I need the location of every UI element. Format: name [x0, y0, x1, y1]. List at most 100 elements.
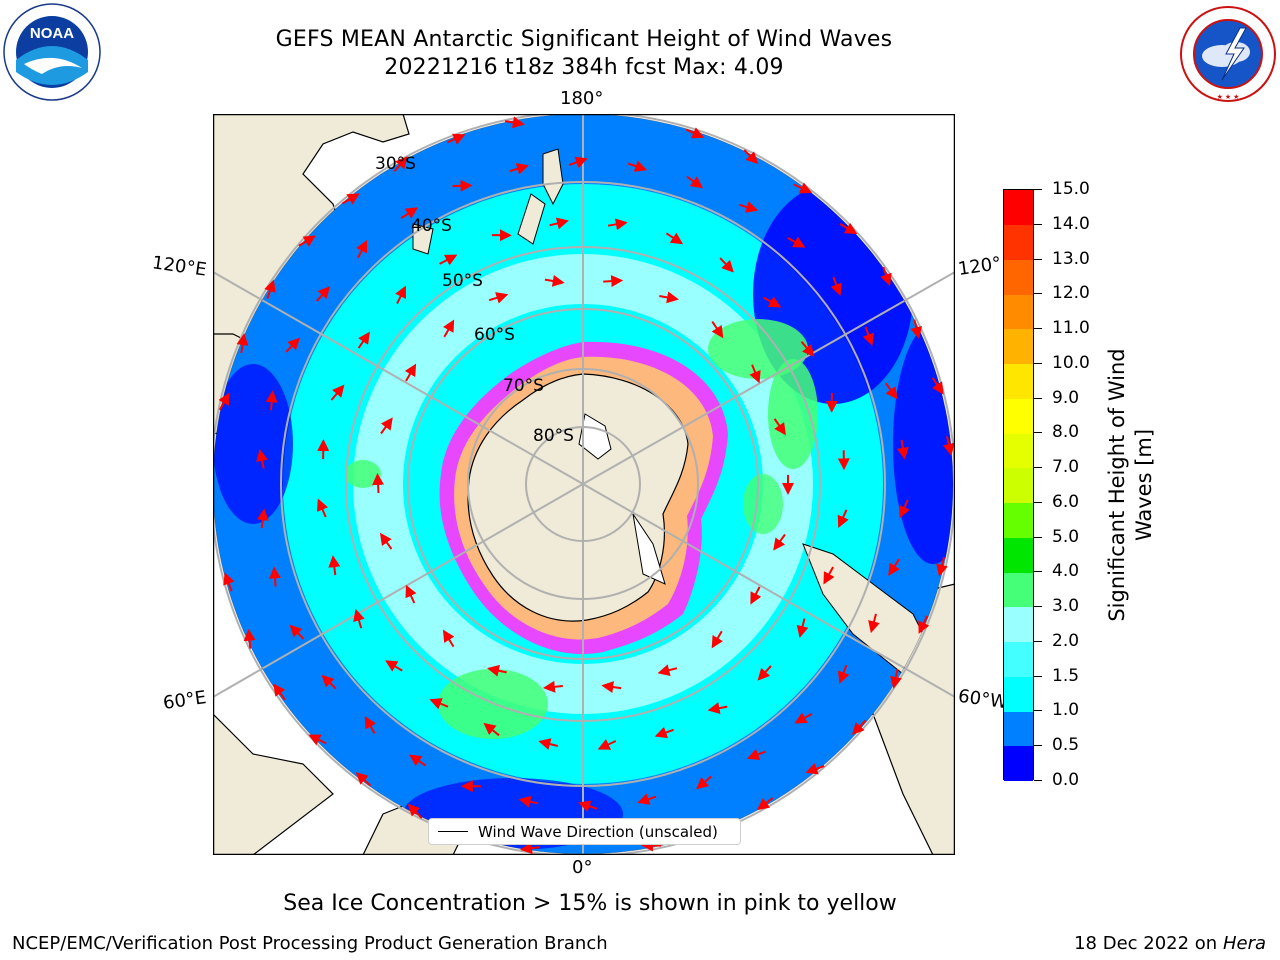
colorbar-segment [1004, 433, 1033, 469]
colorbar-tick [1034, 398, 1042, 399]
wind-arrow [936, 557, 948, 577]
colorbar-tick [1034, 432, 1042, 433]
wind-arrow [446, 133, 466, 145]
wind-arrow [364, 716, 376, 734]
wind-arrow [289, 624, 305, 640]
wind-arrow [393, 156, 408, 172]
map-frame [213, 114, 955, 855]
wind-arrow [264, 279, 276, 299]
wind-arrow [273, 683, 286, 701]
wind-arrow [265, 390, 278, 411]
wind-arrow [884, 382, 898, 400]
wind-arrow [665, 232, 684, 245]
wind-arrow [696, 775, 713, 790]
colorbar-tick-label: 10.0 [1052, 353, 1090, 373]
colorbar-tick-label: 4.0 [1052, 561, 1080, 581]
colorbar-tick-label: 3.0 [1052, 596, 1080, 616]
wind-arrow [317, 498, 329, 518]
colorbar-tick-label: 15.0 [1052, 179, 1090, 199]
wind-arrow [773, 418, 786, 436]
wind-arrow [218, 392, 230, 411]
wind-arrow [823, 566, 835, 585]
colorbar-segment [1004, 190, 1033, 225]
wind-arrow [890, 668, 902, 689]
colorbar-tick [1034, 606, 1042, 607]
wind-arrow [256, 449, 268, 469]
colorbar-tick [1034, 224, 1042, 225]
wind-arrow [918, 615, 930, 634]
wind-arrow [483, 722, 500, 737]
wind-arrow [805, 763, 825, 775]
colorbar-tick [1034, 537, 1042, 538]
colorbar-tick [1034, 710, 1042, 711]
colorbar-segment [1004, 572, 1033, 608]
wind-arrow [236, 333, 249, 354]
colorbar-title: Significant Height of Wind Waves [m] [1104, 348, 1158, 621]
colorbar-segment [1004, 676, 1033, 712]
colorbar-tick-label: 11.0 [1052, 318, 1090, 338]
wind-arrow [862, 326, 875, 346]
wind-arrow [380, 417, 393, 435]
wind-arrow [356, 240, 368, 259]
wind-arrow [298, 235, 316, 247]
wind-arrow [504, 116, 525, 129]
lat-label-40s: 40°S [411, 216, 452, 236]
wind-arrow [355, 772, 372, 787]
colorbar-tick-label: 0.5 [1052, 735, 1080, 755]
wind-arrow [542, 680, 563, 693]
colorbar-tick-label: 14.0 [1052, 214, 1090, 234]
wind-arrow [637, 793, 657, 805]
wind-arrow [793, 182, 813, 194]
wind-arrow [796, 618, 809, 638]
wind-arrow [328, 555, 341, 576]
wind-arrow [659, 291, 679, 304]
colorbar-tick [1034, 467, 1042, 468]
colorbar-tick [1034, 641, 1042, 642]
lat-label-60s: 60°S [474, 325, 515, 345]
colorbar-segment [1004, 468, 1033, 504]
lon-label-0: 0° [572, 857, 593, 878]
colorbar-tick [1034, 259, 1042, 260]
wind-arrow [452, 179, 473, 192]
noaa-logo-icon: NOAA [3, 3, 101, 101]
wind-arrow [750, 586, 762, 605]
wind-arrow [321, 674, 337, 690]
colorbar-tick [1034, 745, 1042, 746]
wind-arrow [756, 797, 774, 811]
wind-arrow [243, 628, 256, 649]
wind-arrow [738, 201, 759, 213]
colorbar-tick [1034, 571, 1042, 572]
wind-arrow [711, 321, 724, 339]
graticule [213, 114, 955, 855]
colorbar-tick-label: 7.0 [1052, 457, 1080, 477]
lon-label-60w: 60°W [956, 685, 1009, 714]
wind-arrow [578, 800, 598, 812]
colorbar-tick-label: 9.0 [1052, 388, 1080, 408]
colorbar-tick [1034, 780, 1042, 781]
wind-arrow [896, 439, 909, 460]
colorbar-segment [1004, 329, 1033, 365]
date-stamp: 18 Dec 2022 on Hera [1074, 933, 1266, 954]
stamp-date: 18 Dec 2022 on [1074, 933, 1218, 954]
colorbar-segment [1004, 398, 1033, 434]
lat-label-30s: 30°S [375, 154, 416, 174]
colorbar-tick [1034, 502, 1042, 503]
wind-arrow [830, 276, 842, 296]
wind-arrow [439, 254, 458, 266]
colorbar [1003, 189, 1034, 782]
wind-arrow [899, 499, 910, 519]
wind-arrow [442, 629, 455, 648]
colorbar-tick-label: 12.0 [1052, 283, 1090, 303]
lon-label-180: 180° [560, 88, 604, 109]
colorbar-segment [1004, 224, 1033, 260]
lon-label-120e: 120°E [150, 252, 208, 281]
svg-text:★ ★ ★: ★ ★ ★ [1217, 93, 1240, 101]
colorbar-segment [1004, 502, 1033, 538]
wind-arrow [711, 630, 723, 649]
polar-map: 30°S 40°S 50°S 60°S 70°S 80°S [213, 114, 955, 855]
wind-arrow [931, 377, 944, 395]
wind-arrow [749, 364, 761, 384]
wind-arrow [851, 719, 867, 735]
legend-label: Wind Wave Direction (unscaled) [478, 823, 718, 841]
colorbar-segment [1004, 537, 1033, 573]
